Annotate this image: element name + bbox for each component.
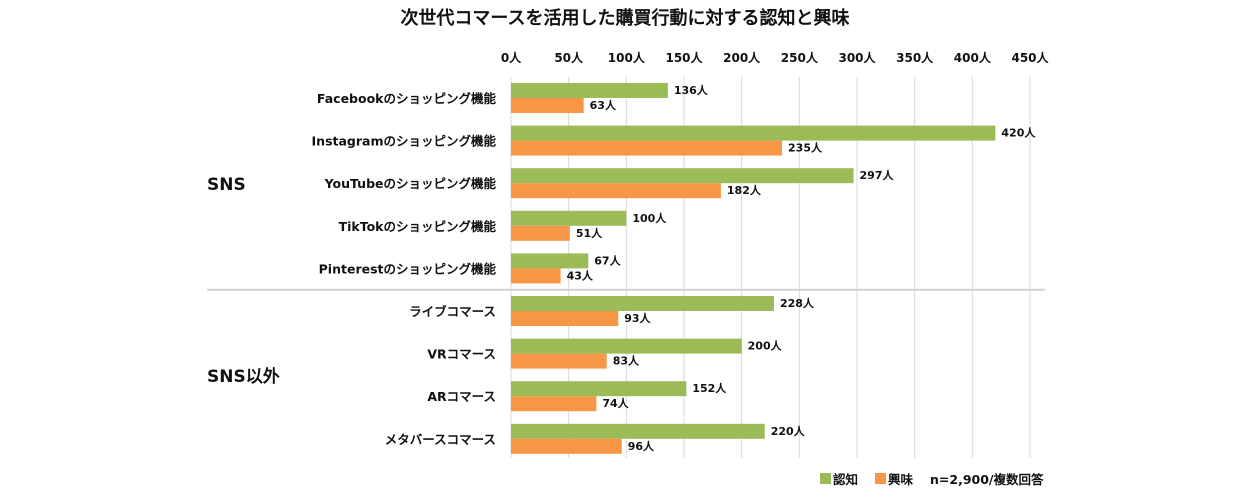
x-tick-label: 100人 (608, 50, 646, 65)
x-tick-label: 200人 (723, 50, 761, 65)
data-label: 43人 (567, 268, 594, 282)
bar-ninchi (511, 253, 589, 269)
category-label: TikTokのショッピング機能 (339, 219, 497, 234)
bar-ninchi (511, 83, 668, 98)
bar-kyomi (511, 268, 561, 284)
bar-ninchi (511, 125, 996, 141)
x-tick-label: 250人 (781, 50, 819, 65)
data-label: 182人 (727, 183, 762, 197)
data-label: 83人 (613, 354, 640, 368)
bar-kyomi (511, 225, 570, 241)
bar-kyomi (511, 140, 783, 156)
bar-ninchi (511, 423, 765, 439)
bar-kyomi (511, 438, 622, 454)
x-tick-label: 450人 (1011, 50, 1049, 65)
bar-kyomi (511, 353, 607, 369)
bar-ninchi (511, 338, 742, 354)
data-label: 420人 (1001, 126, 1036, 140)
legend-swatch (820, 473, 831, 484)
data-label: 67人 (594, 253, 621, 267)
x-tick-label: 350人 (896, 50, 934, 65)
data-label: 297人 (860, 168, 895, 182)
bar-ninchi (511, 381, 687, 397)
category-label: YouTubeのショッピング機能 (324, 176, 497, 191)
group-label: SNS以外 (207, 366, 280, 387)
data-label: 220人 (771, 424, 806, 438)
bar-kyomi (511, 311, 619, 326)
bar-ninchi (511, 296, 774, 311)
bar-kyomi (511, 396, 597, 412)
data-label: 96人 (628, 439, 655, 453)
data-label: 228人 (780, 296, 815, 310)
legend-label: 認知 (833, 472, 858, 487)
data-label: 136人 (674, 83, 709, 97)
legend-swatch (875, 473, 886, 484)
category-label: ARコマース (427, 389, 496, 404)
x-tick-label: 400人 (954, 50, 992, 65)
data-label: 152人 (692, 381, 727, 395)
legend-label: 興味 (888, 472, 914, 487)
data-label: 200人 (748, 339, 783, 353)
data-label: 235人 (788, 141, 823, 155)
bar-ninchi (511, 210, 627, 226)
bar-kyomi (511, 98, 584, 113)
category-label: Instagramのショッピング機能 (312, 134, 497, 149)
category-label: Pinterestのショッピング機能 (319, 261, 497, 276)
x-tick-label: 300人 (838, 50, 876, 65)
category-label: ライブコマース (409, 304, 496, 319)
category-label: VRコマース (427, 347, 496, 362)
bar-kyomi (511, 183, 721, 199)
category-label: Facebookのショッピング機能 (317, 91, 497, 106)
data-label: 63人 (590, 98, 617, 112)
x-tick-label: 50人 (554, 50, 584, 65)
sample-note: n=2,900/複数回答 (930, 472, 1044, 487)
chart-title: 次世代コマースを活用した購買行動に対する認知と興味 (400, 7, 849, 29)
category-label: メタバースコマース (385, 432, 496, 447)
data-label: 74人 (602, 396, 629, 410)
data-label: 100人 (632, 211, 667, 225)
bar-ninchi (511, 168, 854, 184)
data-label: 51人 (576, 226, 603, 240)
x-tick-label: 150人 (665, 50, 703, 65)
data-label: 93人 (624, 311, 651, 325)
group-label: SNS (207, 175, 246, 195)
x-tick-label: 0人 (501, 50, 522, 65)
